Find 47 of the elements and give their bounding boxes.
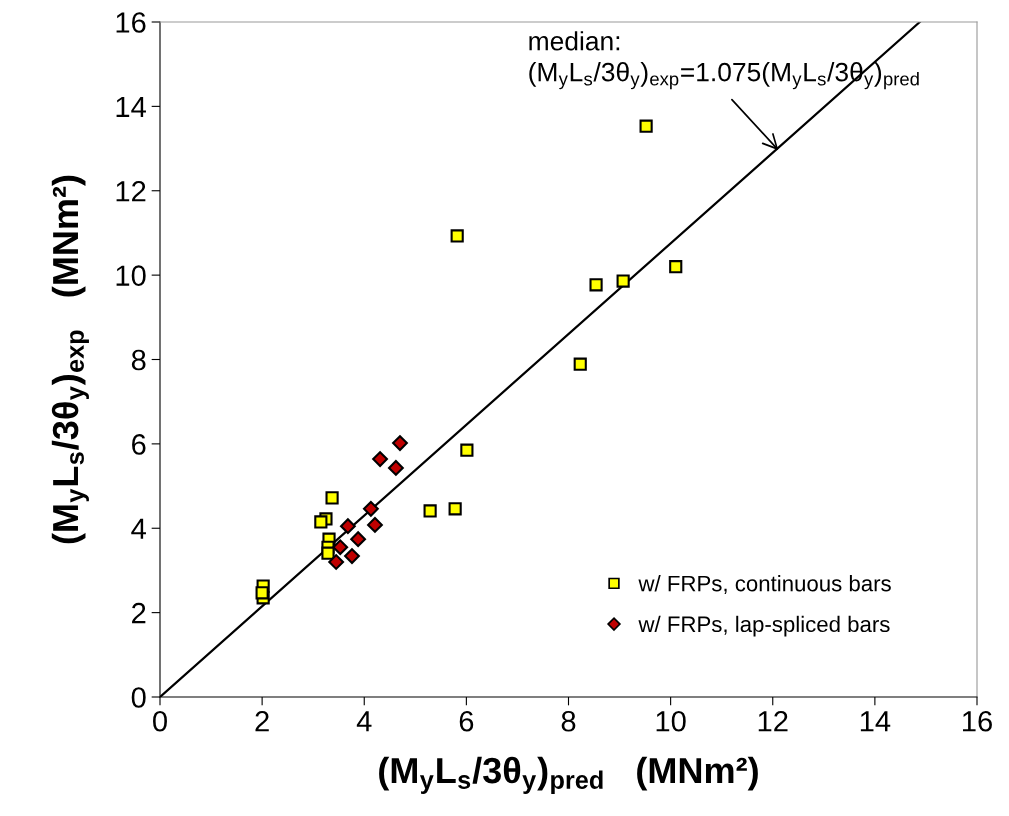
point xyxy=(639,119,653,133)
y-tick-label: 8 xyxy=(131,349,146,371)
point xyxy=(423,504,437,518)
point xyxy=(340,518,356,535)
point xyxy=(387,460,404,476)
x-tick-label: 8 xyxy=(561,710,576,732)
y-tick-label: 0 xyxy=(131,687,146,708)
point xyxy=(328,554,345,570)
point xyxy=(372,451,388,467)
point xyxy=(321,546,335,560)
y-tick-label: 10 xyxy=(116,265,146,286)
x-tick-label: 4 xyxy=(356,711,372,732)
text: (M$_{y}$L$_{s}$/3θ$_{y}$)$_{exp}$ (MNm²) xyxy=(51,175,89,544)
y-tick-label: 2 xyxy=(132,602,146,624)
text: (M$_{y}$L$_{s}$/3θ$_{y}$)$_{exp}$=1.075(M$_{y}$L$_{s}$/3θ$_{y}$)$_{pred}$ xyxy=(529,62,919,90)
legend-label: w/ FRPs, lap-spliced bars xyxy=(638,615,890,637)
x-tick-label: 0 xyxy=(153,710,167,732)
point xyxy=(314,515,328,529)
point xyxy=(448,502,462,516)
x-tick-label: 14 xyxy=(860,711,891,732)
point xyxy=(392,435,408,451)
x-tick-label: 2 xyxy=(255,710,269,732)
x-tick-label: 12 xyxy=(758,710,788,732)
point xyxy=(344,548,360,565)
point xyxy=(573,357,587,371)
annotation: median: xyxy=(529,31,620,51)
text: (M$_{y}$L$_{s}$/3θ$_{y}$)$_{pred}$ (MNm²) xyxy=(379,756,758,794)
legend-label: w/ FRPs, continuous bars xyxy=(638,575,891,595)
point xyxy=(350,531,367,548)
y-tick-label: 14 xyxy=(116,96,146,117)
point xyxy=(255,586,269,600)
y-tick-label: 4 xyxy=(131,518,146,539)
point xyxy=(616,274,630,288)
x-tick-label: 16 xyxy=(963,710,992,732)
point xyxy=(367,516,383,533)
point xyxy=(669,260,683,274)
y-tick-label: 6 xyxy=(132,434,146,455)
y-tick-label: 16 xyxy=(116,12,146,33)
y-tick-label: 12 xyxy=(116,180,146,202)
x-tick-label: 6 xyxy=(459,710,474,732)
point xyxy=(589,278,603,292)
point xyxy=(325,491,339,505)
point xyxy=(450,229,464,243)
x-tick-label: 10 xyxy=(656,710,686,732)
point xyxy=(460,443,474,457)
point xyxy=(362,500,379,517)
point xyxy=(332,539,349,556)
